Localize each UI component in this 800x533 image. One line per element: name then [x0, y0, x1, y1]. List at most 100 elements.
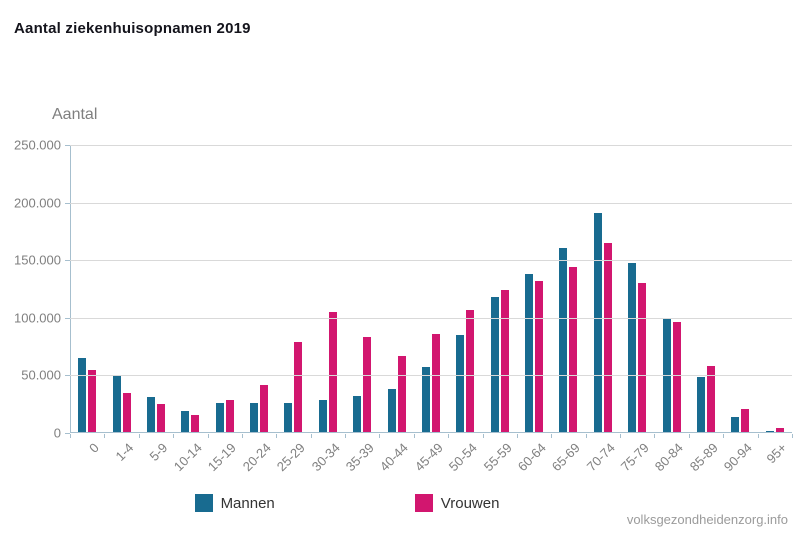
x-tick-mark: [723, 434, 725, 438]
bar-vrouwen-70-74[interactable]: [603, 242, 612, 433]
bar-mannen-85-89[interactable]: [696, 376, 705, 433]
bar-vrouwen-50-54[interactable]: [466, 309, 475, 433]
bar-mannen-35-39[interactable]: [353, 396, 362, 433]
bar-group-80-84: [654, 145, 688, 433]
x-tick-mark: [138, 434, 140, 438]
x-tick-mark: [173, 434, 175, 438]
bar-mannen-20-24[interactable]: [250, 403, 259, 433]
x-tick-mark: [70, 434, 71, 438]
bar-vrouwen-95+[interactable]: [775, 428, 784, 433]
y-tick-mark: [65, 260, 70, 262]
vrouwen-swatch: [414, 494, 433, 512]
watermark-link[interactable]: volksgezondheidenzorg.info: [626, 512, 788, 527]
x-axis-label-55-59: 55-59: [480, 440, 515, 475]
x-axis-label-90-94: 90-94: [720, 440, 756, 475]
bar-mannen-75-79[interactable]: [628, 262, 637, 433]
bar-vrouwen-45-49[interactable]: [431, 333, 440, 433]
bar-group-0: [70, 145, 104, 433]
y-tick-mark: [65, 202, 70, 204]
x-tick-mark: [104, 434, 106, 438]
bar-vrouwen-10-14[interactable]: [191, 414, 200, 433]
gridline: [70, 260, 792, 262]
x-axis-label-25-29: 25-29: [273, 440, 309, 475]
bar-vrouwen-60-64[interactable]: [535, 280, 544, 433]
bar-mannen-50-54[interactable]: [456, 335, 465, 433]
bar-group-75-79: [620, 145, 654, 433]
bar-group-5-9: [139, 145, 173, 433]
x-axis-label-0: 0: [86, 440, 102, 456]
x-axis-label-75-79: 75-79: [617, 440, 652, 475]
bar-vrouwen-65-69[interactable]: [569, 267, 578, 433]
bar-vrouwen-30-34[interactable]: [328, 312, 337, 433]
bar-mannen-25-29[interactable]: [284, 403, 293, 433]
bar-mannen-55-59[interactable]: [490, 297, 499, 433]
x-axis-label-30-34: 30-34: [308, 440, 343, 475]
gridline: [70, 145, 792, 146]
bar-vrouwen-75-79[interactable]: [638, 283, 647, 433]
x-axis-label-5-9: 5-9: [146, 440, 171, 464]
plot-area: 0 50.000 100.000 150.000 200.000 250.000: [14, 138, 793, 441]
legend: Mannen Vrouwen: [0, 494, 694, 512]
x-axis-label-85-89: 85-89: [686, 440, 721, 475]
bars-layer: [70, 145, 792, 433]
bar-group-40-44: [379, 145, 413, 433]
bar-group-35-39: [345, 145, 379, 433]
legend-item-mannen[interactable]: Mannen: [194, 494, 275, 512]
bar-group-50-54: [448, 145, 482, 433]
x-axis-label-80-84: 80-84: [652, 440, 687, 475]
x-tick-mark: [688, 434, 690, 438]
bar-group-90-94: [723, 145, 757, 433]
bar-vrouwen-40-44[interactable]: [397, 355, 406, 433]
bar-vrouwen-80-84[interactable]: [672, 322, 681, 433]
y-tick-mark: [65, 317, 70, 319]
legend-label-vrouwen: Vrouwen: [440, 494, 500, 512]
bar-mannen-40-44[interactable]: [387, 389, 396, 433]
bar-vrouwen-15-19[interactable]: [225, 399, 234, 433]
bar-mannen-65-69[interactable]: [559, 247, 568, 433]
bar-mannen-0[interactable]: [78, 358, 87, 433]
bar-mannen-95+[interactable]: [765, 430, 774, 433]
bar-mannen-60-64[interactable]: [525, 274, 534, 433]
x-axis-line: [70, 432, 792, 433]
x-axis-label-40-44: 40-44: [377, 440, 412, 475]
bar-group-10-14: [173, 145, 207, 433]
bar-vrouwen-5-9[interactable]: [156, 404, 165, 433]
bar-mannen-45-49[interactable]: [421, 367, 430, 433]
x-axis-label-50-54: 50-54: [445, 440, 480, 475]
bar-mannen-10-14[interactable]: [181, 411, 190, 433]
x-tick-mark: [276, 434, 278, 438]
y-axis-line: [70, 145, 71, 433]
y-axis-label: 200.000: [14, 195, 61, 211]
x-tick-mark: [551, 434, 553, 438]
bar-mannen-30-34[interactable]: [318, 399, 327, 433]
x-tick-mark: [757, 434, 759, 438]
y-axis-label: 0: [53, 425, 61, 441]
bar-mannen-90-94[interactable]: [731, 416, 740, 433]
bar-vrouwen-25-29[interactable]: [294, 342, 303, 433]
y-axis-label: 250.000: [14, 137, 61, 153]
bar-vrouwen-90-94[interactable]: [741, 408, 750, 433]
bar-mannen-15-19[interactable]: [215, 403, 224, 433]
y-tick-mark: [65, 433, 70, 434]
x-axis-label-10-14: 10-14: [170, 440, 205, 475]
bar-group-30-34: [311, 145, 345, 433]
y-axis-label: 50.000: [21, 367, 61, 383]
x-axis-label-1-4: 1-4: [112, 440, 137, 464]
x-axis-label-60-64: 60-64: [514, 440, 549, 475]
bar-mannen-5-9[interactable]: [146, 397, 155, 433]
bar-vrouwen-0[interactable]: [88, 369, 97, 433]
bar-vrouwen-55-59[interactable]: [500, 290, 509, 433]
x-axis-labels: 0 1-4 5-9 10-14 15-19 20-24 25-29 30-34 35-39 40-…: [70, 433, 792, 491]
bar-mannen-70-74[interactable]: [593, 212, 602, 433]
bar-group-60-64: [517, 145, 551, 433]
x-axis-label-45-49: 45-49: [411, 440, 446, 475]
bar-vrouwen-20-24[interactable]: [260, 384, 269, 433]
bar-vrouwen-85-89[interactable]: [706, 366, 715, 433]
legend-item-vrouwen[interactable]: Vrouwen: [414, 494, 500, 512]
bar-mannen-1-4[interactable]: [112, 375, 121, 433]
bar-group-25-29: [276, 145, 310, 433]
bar-vrouwen-35-39[interactable]: [363, 337, 372, 433]
bar-vrouwen-1-4[interactable]: [122, 392, 131, 433]
gridline: [70, 202, 792, 204]
